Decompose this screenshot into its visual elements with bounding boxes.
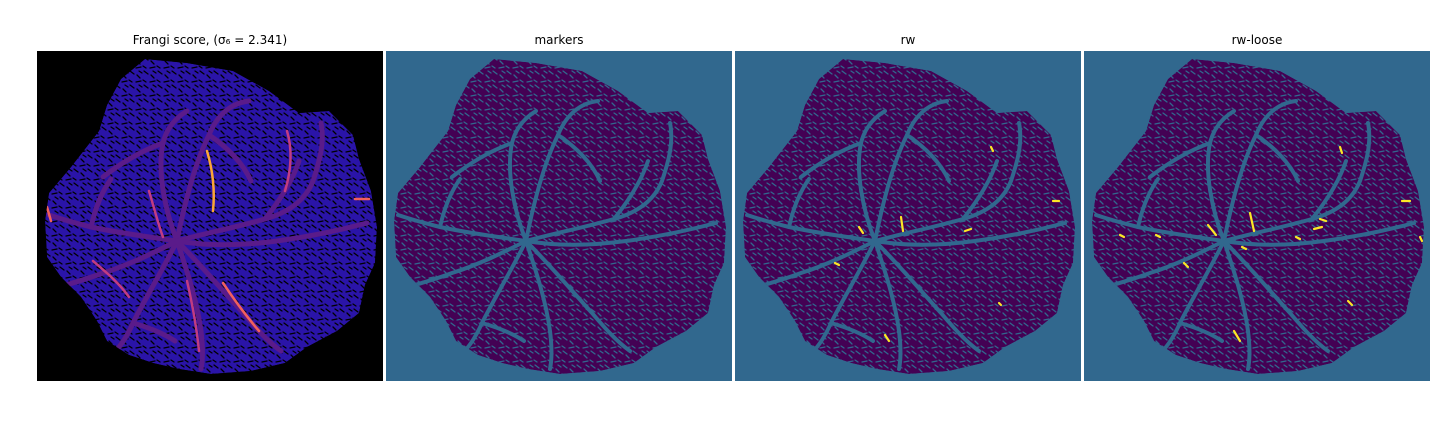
segment-mark-7 [999, 303, 1001, 305]
rw-image [735, 51, 1081, 381]
markers-image [386, 51, 732, 381]
rw-loose-image [1084, 51, 1430, 381]
markers-title: markers [386, 33, 732, 47]
rw-title: rw [735, 33, 1081, 47]
frangi-score-title: Frangi score, (σ₆ = 2.341) [37, 33, 383, 47]
rw-loose-title: rw-loose [1084, 33, 1430, 47]
frangi-score-image [37, 51, 383, 381]
